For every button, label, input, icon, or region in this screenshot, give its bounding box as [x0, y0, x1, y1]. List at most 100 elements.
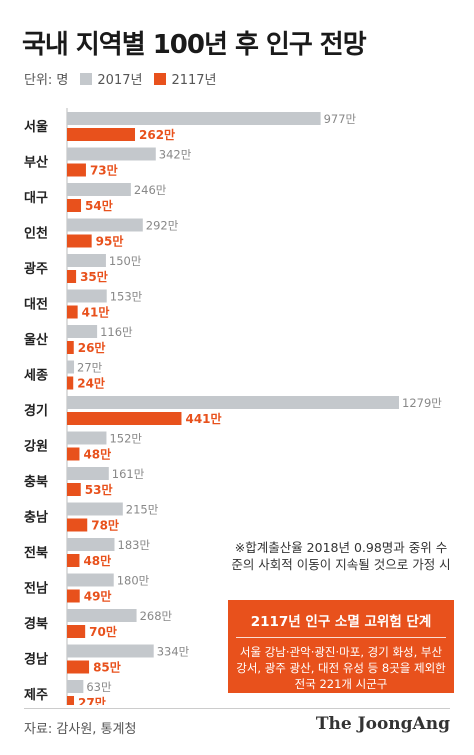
region-label: 경기 [24, 403, 48, 419]
bar-2017 [67, 183, 131, 196]
bar-2117 [67, 518, 88, 532]
bar-2017 [67, 573, 114, 587]
bar-2017 [67, 680, 84, 693]
region-label: 제주 [24, 688, 48, 703]
value-label-2117: 26만 [78, 340, 106, 355]
legend-label-2117: 2117년 [171, 73, 217, 88]
bar-2017 [67, 609, 137, 622]
region-label: 대구 [24, 191, 48, 206]
region-label: 서울 [24, 119, 48, 135]
source-text: 자료: 감사원, 통계청 [24, 722, 137, 737]
bar-2017 [67, 360, 75, 374]
region-label: 경북 [24, 616, 48, 632]
bar-2117 [67, 163, 86, 177]
chart-title: 국내 지역별 100년 후 인구 전망 [22, 30, 367, 60]
value-label-2017: 63만 [86, 680, 112, 694]
value-label-2017: 161만 [112, 467, 145, 481]
assumption-note: ※합계출산율 2018년 0.98명과 중위 수준의 사회적 이동이 지속될 것… [231, 540, 451, 572]
risk-callout-box: 2117년 인구 소멸 고위험 단계 서울 강남·관악·광진·마포, 경기 화성… [228, 600, 454, 693]
bar-2117 [67, 376, 74, 390]
value-label-2117: 24만 [77, 376, 105, 391]
value-label-2017: 246만 [134, 183, 167, 197]
value-label-2017: 1279만 [402, 396, 442, 410]
legend-swatch-2117 [154, 72, 167, 85]
bar-2017 [67, 112, 321, 125]
value-label-2117: 441만 [185, 411, 221, 426]
bar-2017 [67, 147, 156, 161]
legend-swatch-2017 [80, 72, 93, 85]
value-label-2117: 54만 [85, 198, 113, 213]
region-label: 충남 [24, 510, 48, 526]
bar-2117 [67, 589, 80, 603]
bar-2017 [67, 644, 154, 658]
region-label: 강원 [24, 439, 48, 455]
value-label-2117: 85만 [93, 660, 121, 675]
value-label-2117: 262만 [139, 127, 175, 142]
bar-2017 [67, 431, 107, 445]
bar-2117 [67, 234, 92, 248]
value-label-2117: 48만 [83, 553, 111, 568]
bar-2017 [67, 467, 109, 480]
bar-2117 [67, 554, 80, 567]
value-label-2117: 35만 [80, 269, 108, 284]
region-label: 대전 [24, 297, 48, 313]
value-label-2117: 53만 [85, 482, 113, 497]
bar-2117 [67, 625, 86, 638]
value-label-2017: 268만 [140, 609, 173, 623]
value-label-2017: 977만 [324, 112, 357, 126]
value-label-2017: 180만 [117, 574, 150, 588]
value-label-2117: 73만 [90, 163, 118, 178]
callout-body: 서울 강남·관악·광진·마포, 경기 화성, 부산 강서, 광주 광산, 대전 … [236, 645, 446, 691]
region-label: 광주 [24, 262, 48, 277]
region-label: 울산 [24, 332, 48, 348]
region-label: 전남 [24, 581, 48, 597]
value-label-2017: 27만 [77, 361, 103, 375]
bar-2117 [67, 696, 75, 705]
value-label-2117: 95만 [96, 234, 124, 249]
value-label-2017: 215만 [126, 503, 159, 517]
value-label-2117: 48만 [83, 447, 111, 462]
bar-2117 [67, 199, 82, 212]
value-label-2017: 183만 [118, 538, 151, 552]
region-label: 경남 [24, 652, 48, 668]
region-label: 부산 [24, 155, 48, 171]
value-label-2017: 152만 [109, 432, 142, 446]
bar-2017 [67, 538, 115, 551]
value-label-2117: 49만 [84, 589, 112, 604]
bar-2017 [67, 396, 399, 409]
region-label: 인천 [24, 226, 48, 242]
bar-2017 [67, 218, 143, 232]
value-label-2017: 292만 [146, 219, 179, 233]
value-label-2117: 41만 [82, 305, 110, 320]
footer-divider [24, 708, 450, 709]
bar-2017 [67, 502, 123, 516]
bar-2117 [67, 412, 182, 425]
region-label: 세종 [24, 369, 48, 384]
value-label-2117: 27만 [78, 695, 106, 705]
bar-2017 [67, 325, 98, 338]
bar-2117 [67, 341, 74, 354]
value-label-2017: 150만 [109, 254, 142, 268]
value-label-2017: 334만 [157, 645, 190, 659]
bar-2017 [67, 254, 106, 267]
legend-label-2017: 2017년 [97, 73, 143, 88]
legend: 단위: 명 2017년 2117년 [24, 69, 217, 88]
value-label-2117: 70만 [89, 624, 117, 639]
bar-2117 [67, 128, 136, 141]
unit-label: 단위: 명 [24, 73, 69, 88]
region-label: 충북 [24, 474, 48, 490]
bar-2117 [67, 305, 78, 319]
value-label-2017: 116만 [100, 325, 133, 339]
bar-2117 [67, 270, 77, 283]
value-label-2017: 342만 [159, 148, 192, 162]
bar-2117 [67, 447, 80, 461]
value-label-2117: 78만 [91, 518, 119, 533]
bar-2117 [67, 483, 81, 496]
bar-2017 [67, 289, 107, 303]
region-label: 전북 [24, 545, 48, 561]
value-label-2017: 153만 [110, 290, 143, 304]
publisher-logo: The JoongAng [315, 714, 450, 734]
callout-title: 2117년 인구 소멸 고위험 단계 [236, 610, 446, 638]
bar-2117 [67, 660, 90, 674]
